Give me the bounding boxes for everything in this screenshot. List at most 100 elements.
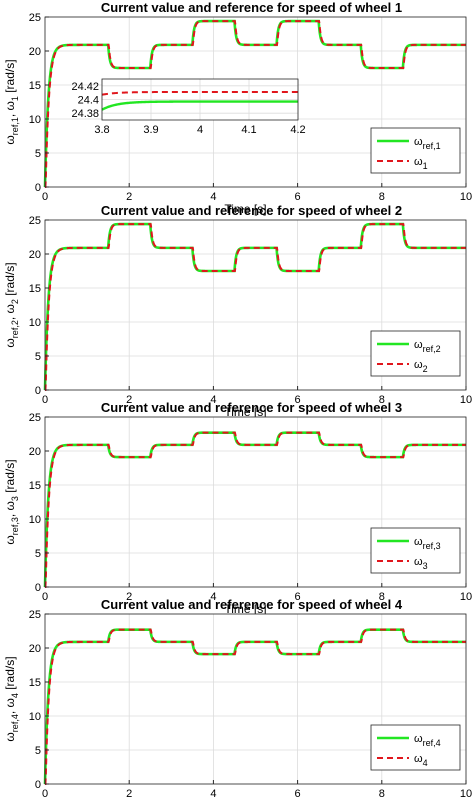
x-tick-label-3: 6 <box>295 591 301 603</box>
legend-label-sub-0: ref,3 <box>423 541 441 551</box>
y-axis-label-separator: , ω <box>3 698 17 714</box>
y-tick-label-2: 10 <box>29 514 41 526</box>
x-tick-label-2: 4 <box>210 788 216 800</box>
legend-label-sub-1: 1 <box>423 161 428 171</box>
axes-box <box>44 613 467 785</box>
y-tick-label-5: 25 <box>29 412 41 424</box>
axes-box <box>44 416 467 588</box>
y-tick-label-4: 20 <box>29 643 41 655</box>
y-tick-label-5: 25 <box>29 215 41 227</box>
y-axis-label-symbol: ω <box>3 135 17 144</box>
y-axis-label-sub-ref: ref,4 <box>10 714 20 732</box>
x-axis-label: Time [s] <box>224 799 266 801</box>
y-tick-label-3: 15 <box>29 283 41 295</box>
x-tick-label-0: 0 <box>42 788 48 800</box>
y-axis-label-symbol: ω <box>3 535 17 544</box>
y-axis-label-unit: [rad/s] <box>3 459 17 496</box>
y-axis-label-symbol: ω <box>3 338 17 347</box>
x-tick-label-1: 2 <box>126 191 132 203</box>
y-axis-label-unit: [rad/s] <box>3 656 17 693</box>
series-line-measured <box>44 20 466 188</box>
chart-title: Current value and reference for speed of… <box>101 203 402 218</box>
y-axis-label-sub-meas: 4 <box>10 693 20 698</box>
inset-y-tick-label-2: 24.42 <box>71 81 99 93</box>
y-tick-label-1: 5 <box>35 745 41 757</box>
x-tick-label-5: 10 <box>460 591 472 603</box>
x-tick-label-0: 0 <box>42 191 48 203</box>
inset-x-tick-label-0: 3.8 <box>94 124 109 136</box>
x-tick-label-3: 6 <box>295 788 301 800</box>
y-axis-label-sub-meas: 1 <box>10 96 20 101</box>
y-axis-label-sub-ref: ref,2 <box>10 320 20 338</box>
inset-x-tick-label-1: 3.9 <box>143 124 158 136</box>
x-tick-label-2: 4 <box>210 191 216 203</box>
y-tick-label-5: 25 <box>29 12 41 24</box>
x-tick-label-5: 10 <box>460 788 472 800</box>
legend-label-sub-1: 3 <box>423 561 428 571</box>
legend-label-sub-0: ref,2 <box>423 344 441 354</box>
y-axis-label: ωref,4, ω4 [rad/s] <box>3 656 20 741</box>
legend-label-sub-0: ref,4 <box>423 738 441 748</box>
y-tick-label-0: 0 <box>35 182 41 194</box>
legend-label-1: ω4 <box>414 753 428 768</box>
y-tick-label-2: 10 <box>29 317 41 329</box>
legend-label-0: ωref,3 <box>414 536 441 551</box>
y-tick-label-3: 15 <box>29 80 41 92</box>
legend-label-sub-0: ref,1 <box>423 141 441 151</box>
y-axis-label: ωref,2, ω2 [rad/s] <box>3 262 20 347</box>
inset-y-tick-label-1: 24.4 <box>78 95 99 107</box>
x-tick-label-1: 2 <box>126 394 132 406</box>
legend-label-sub-1: 2 <box>423 364 428 374</box>
y-tick-label-3: 15 <box>29 480 41 492</box>
legend-box <box>370 527 461 574</box>
y-tick-label-4: 20 <box>29 46 41 58</box>
chart-title: Current value and reference for speed of… <box>101 0 402 15</box>
legend-label-symbol-0: ω <box>414 733 423 745</box>
x-tick-label-4: 8 <box>379 191 385 203</box>
legend-box <box>370 127 461 174</box>
legend-label-symbol-0: ω <box>414 339 423 351</box>
y-axis-label-unit: [rad/s] <box>3 59 17 96</box>
legend-box <box>370 330 461 377</box>
inset-x-tick-label-4: 4.2 <box>290 124 305 136</box>
legend-label-1: ω3 <box>414 556 428 571</box>
x-axis-label: Time [s] <box>224 202 266 216</box>
series-line-measured <box>44 223 466 391</box>
legend-label-symbol-0: ω <box>414 136 423 148</box>
x-tick-label-0: 0 <box>42 394 48 406</box>
x-tick-label-5: 10 <box>460 191 472 203</box>
inset-y-tick-label-0: 24.38 <box>71 108 99 120</box>
y-axis-label-separator: , ω <box>3 501 17 517</box>
x-tick-label-5: 10 <box>460 394 472 406</box>
chart-panel-2: 0 2 4 6 8 10 0 5 10 15 20 25 Current value and refer… <box>3 203 472 419</box>
axes-box <box>44 219 467 391</box>
chart-panel-3: 0 2 4 6 8 10 0 5 10 15 20 25 Current value and refer… <box>3 400 472 616</box>
y-axis-label-sub-meas: 3 <box>10 496 20 501</box>
legend-label-0: ωref,4 <box>414 733 441 748</box>
x-tick-label-2: 4 <box>210 394 216 406</box>
y-axis-label: ωref,3, ω3 [rad/s] <box>3 459 20 544</box>
y-tick-label-4: 20 <box>29 446 41 458</box>
legend-label-1: ω1 <box>414 156 428 171</box>
y-axis-label-sub-ref: ref,3 <box>10 517 20 535</box>
series-line-measured <box>44 628 466 785</box>
legend-label-0: ωref,2 <box>414 339 441 354</box>
legend-label-symbol-1: ω <box>414 753 423 765</box>
x-tick-label-1: 2 <box>126 591 132 603</box>
y-axis-label-sub-ref: ref,1 <box>10 117 20 135</box>
x-tick-label-0: 0 <box>42 591 48 603</box>
x-tick-label-4: 8 <box>379 591 385 603</box>
legend-label-symbol-1: ω <box>414 359 423 371</box>
x-tick-label-3: 6 <box>295 394 301 406</box>
y-tick-label-0: 0 <box>35 779 41 791</box>
legend-label-0: ωref,1 <box>414 136 441 151</box>
x-tick-label-2: 4 <box>210 591 216 603</box>
y-axis-label-separator: , ω <box>3 101 17 117</box>
y-tick-label-4: 20 <box>29 249 41 261</box>
y-axis-label-sub-meas: 2 <box>10 299 20 304</box>
y-tick-label-0: 0 <box>35 385 41 397</box>
y-axis-label-separator: , ω <box>3 304 17 320</box>
legend-label-symbol-0: ω <box>414 536 423 548</box>
